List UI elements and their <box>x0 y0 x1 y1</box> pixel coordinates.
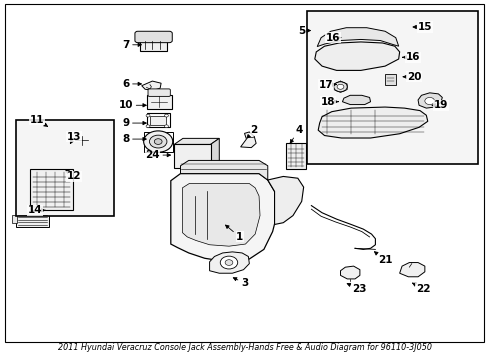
Text: 23: 23 <box>346 283 366 293</box>
Polygon shape <box>174 138 219 144</box>
Circle shape <box>164 125 168 128</box>
FancyBboxPatch shape <box>140 38 166 51</box>
Circle shape <box>143 131 172 152</box>
Bar <box>146 95 171 109</box>
Polygon shape <box>142 81 161 90</box>
Polygon shape <box>210 138 219 167</box>
Text: 11: 11 <box>30 114 47 126</box>
Circle shape <box>164 114 168 117</box>
Polygon shape <box>170 174 278 262</box>
Text: 24: 24 <box>145 150 170 160</box>
Polygon shape <box>267 176 303 225</box>
Circle shape <box>154 139 162 144</box>
Bar <box>150 116 165 125</box>
Polygon shape <box>318 107 427 138</box>
Polygon shape <box>182 184 260 246</box>
Text: 12: 12 <box>66 170 81 181</box>
Bar <box>16 120 113 216</box>
Text: 2: 2 <box>246 125 257 138</box>
Circle shape <box>220 256 237 269</box>
Text: 22: 22 <box>411 283 429 293</box>
Text: 10: 10 <box>118 100 146 110</box>
Text: 6: 6 <box>122 79 141 89</box>
Text: 18: 18 <box>320 97 338 107</box>
Polygon shape <box>317 28 398 46</box>
Polygon shape <box>399 262 424 277</box>
Text: 4: 4 <box>289 125 302 143</box>
Bar <box>143 132 172 152</box>
Text: 16: 16 <box>325 33 340 43</box>
Polygon shape <box>417 93 442 108</box>
Bar <box>174 144 210 167</box>
Text: 15: 15 <box>412 22 431 32</box>
Polygon shape <box>340 266 359 279</box>
Polygon shape <box>71 134 90 146</box>
Text: 19: 19 <box>431 100 447 110</box>
Text: 21: 21 <box>374 252 391 265</box>
Bar <box>306 11 477 164</box>
Circle shape <box>224 260 232 265</box>
Text: 8: 8 <box>122 134 146 144</box>
Circle shape <box>146 114 150 117</box>
Text: 3: 3 <box>233 278 247 288</box>
Circle shape <box>336 84 343 89</box>
Polygon shape <box>240 132 256 148</box>
Text: 1: 1 <box>225 225 243 242</box>
Polygon shape <box>180 161 267 180</box>
Polygon shape <box>209 252 249 273</box>
Bar <box>146 113 169 127</box>
Bar <box>16 211 48 227</box>
Text: 20: 20 <box>403 72 421 82</box>
Circle shape <box>146 125 150 128</box>
Text: 7: 7 <box>122 40 141 50</box>
Polygon shape <box>342 95 370 104</box>
Text: 9: 9 <box>122 118 146 128</box>
Circle shape <box>424 98 434 104</box>
Bar <box>30 169 73 210</box>
Text: 17: 17 <box>318 80 336 90</box>
Circle shape <box>149 135 166 148</box>
Text: 5: 5 <box>298 26 310 36</box>
Bar <box>285 143 305 168</box>
Bar <box>385 74 395 85</box>
FancyBboxPatch shape <box>148 89 170 96</box>
Text: 2011 Hyundai Veracruz Console Jack Assembly-Hands Free & Audio Diagram for 96110: 2011 Hyundai Veracruz Console Jack Assem… <box>58 343 430 352</box>
Circle shape <box>333 82 346 92</box>
Text: 14: 14 <box>28 205 45 215</box>
Polygon shape <box>314 42 399 71</box>
Text: 13: 13 <box>66 132 81 144</box>
FancyBboxPatch shape <box>135 31 172 42</box>
Text: 16: 16 <box>402 52 420 62</box>
Bar <box>12 215 17 224</box>
